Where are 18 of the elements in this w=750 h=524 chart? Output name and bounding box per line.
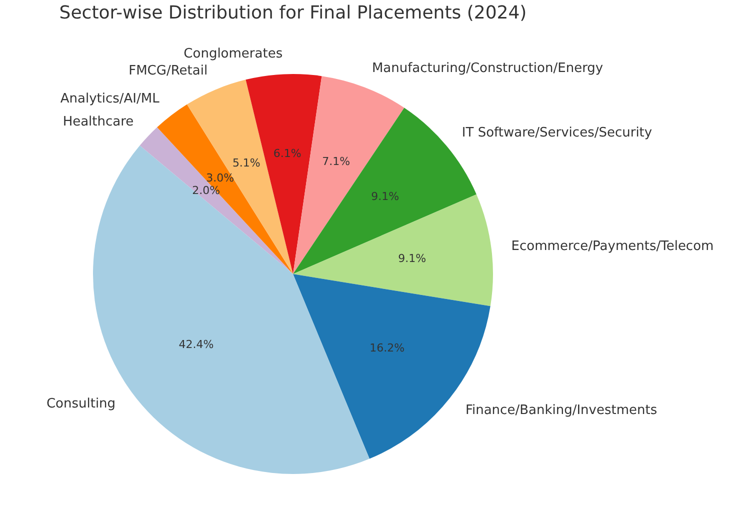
data-label: 7.1% xyxy=(322,154,350,168)
data-label: 16.2% xyxy=(370,341,405,354)
data-label: 42.4% xyxy=(178,338,214,351)
slice-label: Analytics/AI/ML xyxy=(60,92,160,107)
slice-label: Manufacturing/Construction/Energy xyxy=(372,61,604,76)
slice-label: IT Software/Services/Security xyxy=(462,125,652,140)
slice-label: Consulting xyxy=(46,396,116,412)
data-label: 3.0% xyxy=(206,172,234,185)
data-label: 6.1% xyxy=(273,146,302,160)
slice-label: Finance/Banking/Investments xyxy=(465,402,658,418)
chart-title: Sector-wise Distribution for Final Placements (2024) xyxy=(59,2,527,24)
data-label: 9.1% xyxy=(398,252,426,265)
slice-label: Ecommerce/Payments/Telecom xyxy=(511,239,714,254)
slice-label: Conglomerates xyxy=(184,46,283,62)
slice-label: FMCG/Retail xyxy=(128,64,208,79)
slice-label: Healthcare xyxy=(62,114,134,130)
data-label: 5.1% xyxy=(232,156,260,170)
data-label: 9.1% xyxy=(371,190,400,203)
